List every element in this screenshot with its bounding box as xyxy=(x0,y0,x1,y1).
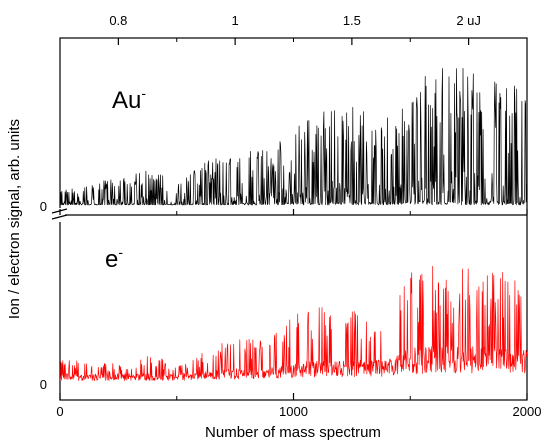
y-axis-title: Ion / electron signal, arb. units xyxy=(6,119,23,319)
x-tick-label: 1000 xyxy=(279,404,308,419)
x-tick-label: 2000 xyxy=(513,404,542,419)
series-electron-trace xyxy=(59,265,528,381)
x-axis-title: Number of mass spectrum xyxy=(205,424,381,441)
ticks-layer: 0 1000 2000 0.8 1 1.5 2 uJ xyxy=(56,13,541,419)
zero-label-lower: 0 xyxy=(40,377,47,392)
series-label-electron-text: e xyxy=(105,246,118,273)
series-electron-line xyxy=(59,265,528,381)
series-label-electron: e- xyxy=(105,244,123,273)
x-tick-label: 0 xyxy=(56,404,63,419)
series-label-au-text: Au xyxy=(112,87,141,114)
series-au-trace xyxy=(59,67,528,206)
top-axis-label: 0.8 xyxy=(109,13,127,28)
series-au-line xyxy=(59,67,528,206)
top-axis-label: 1.5 xyxy=(343,13,361,28)
series-label-electron-sup: - xyxy=(118,244,123,260)
zero-label-upper: 0 xyxy=(40,199,47,214)
top-axis-label: 2 uJ xyxy=(456,13,481,28)
axis-break-mark-lower xyxy=(51,214,68,220)
top-axis-label: 1 xyxy=(232,13,239,28)
series-label-au-sup: - xyxy=(141,85,146,101)
series-label-au: Au- xyxy=(112,85,146,114)
